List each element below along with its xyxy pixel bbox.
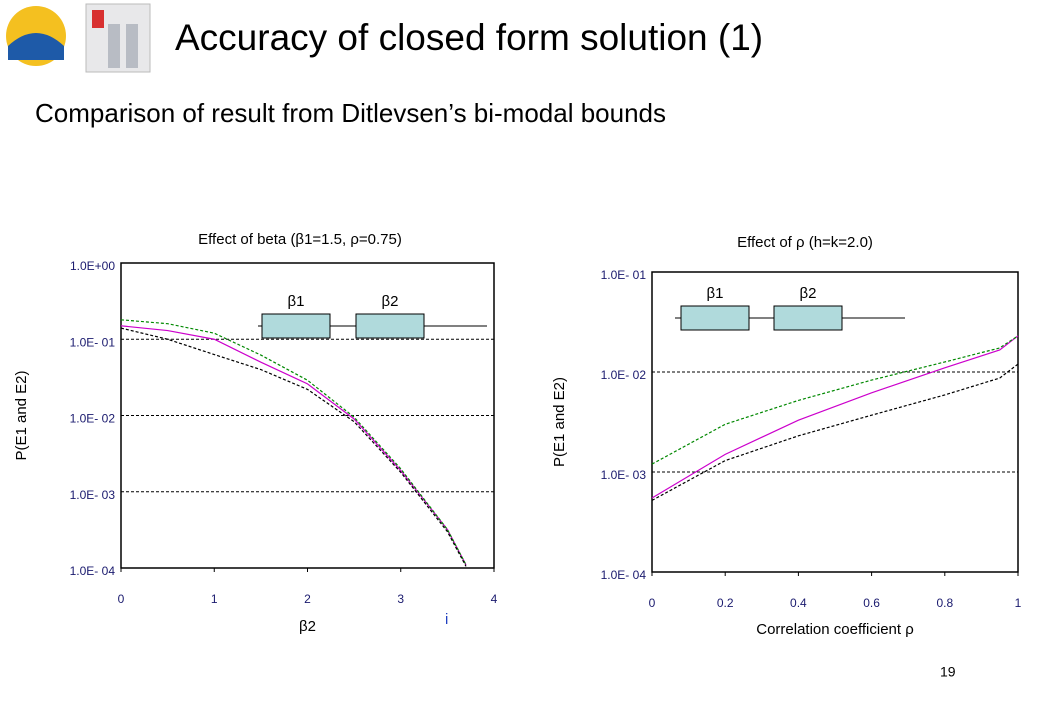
y-axis-label: P(E1 and E2) <box>13 370 30 460</box>
plot-frame <box>651 271 1019 573</box>
x-axis-label: β2 <box>299 618 316 635</box>
page-number: 19 <box>940 664 956 680</box>
plot-frame <box>120 262 495 569</box>
chart-title: Effect of beta (β1=1.5, ρ=0.75) <box>198 231 402 248</box>
diagram-label: β2 <box>382 293 399 310</box>
x-tick-label: 1 <box>211 592 218 606</box>
series-line <box>120 327 467 567</box>
x-tick-label: 0.4 <box>790 596 807 610</box>
logo <box>6 3 151 73</box>
diagram-box <box>355 313 425 339</box>
y-tick-label: 1.0E- 03 <box>70 488 116 502</box>
x-tick-label: 0.2 <box>717 596 734 610</box>
y-axis-label: P(E1 and E2) <box>551 377 568 467</box>
x-tick-label: 4 <box>491 592 498 606</box>
series-line <box>120 325 467 566</box>
diagram-label: β1 <box>288 293 305 310</box>
diagram-label: β1 <box>707 285 724 302</box>
diagram-box <box>680 305 750 331</box>
diagram-label: β2 <box>800 285 817 302</box>
y-tick-label: 1.0E- 02 <box>70 412 116 426</box>
y-tick-label: 1.0E- 02 <box>601 368 647 382</box>
y-tick-label: 1.0E- 04 <box>601 568 647 582</box>
series-line <box>651 335 1019 465</box>
x-tick-label: 0.8 <box>936 596 953 610</box>
x-tick-label: 0 <box>118 592 125 606</box>
y-tick-label: 1.0E- 03 <box>601 468 647 482</box>
slide-title: Accuracy of closed form solution (1) <box>175 17 763 58</box>
x-tick-label: 1 <box>1015 596 1022 610</box>
diagram-box <box>261 313 331 339</box>
series-line <box>651 363 1019 501</box>
x-tick-label: 3 <box>397 592 404 606</box>
x-tick-label: 0 <box>649 596 656 610</box>
series-line <box>651 335 1019 499</box>
y-tick-label: 1.0E+00 <box>70 259 115 273</box>
x-tick-label: 2 <box>304 592 311 606</box>
y-tick-label: 1.0E- 01 <box>70 335 116 349</box>
y-tick-label: 1.0E- 04 <box>70 564 116 578</box>
x-axis-label: Correlation coefficient ρ <box>756 621 914 638</box>
chart-title: Effect of ρ (h=k=2.0) <box>737 234 873 251</box>
series-line <box>120 319 467 566</box>
slide-subtitle: Comparison of result from Ditlevsen’s bi… <box>35 98 666 128</box>
x-tick-label: 0.6 <box>863 596 880 610</box>
diagram-box <box>773 305 843 331</box>
y-tick-label: 1.0E- 01 <box>601 268 647 282</box>
annotation: i <box>445 611 448 628</box>
